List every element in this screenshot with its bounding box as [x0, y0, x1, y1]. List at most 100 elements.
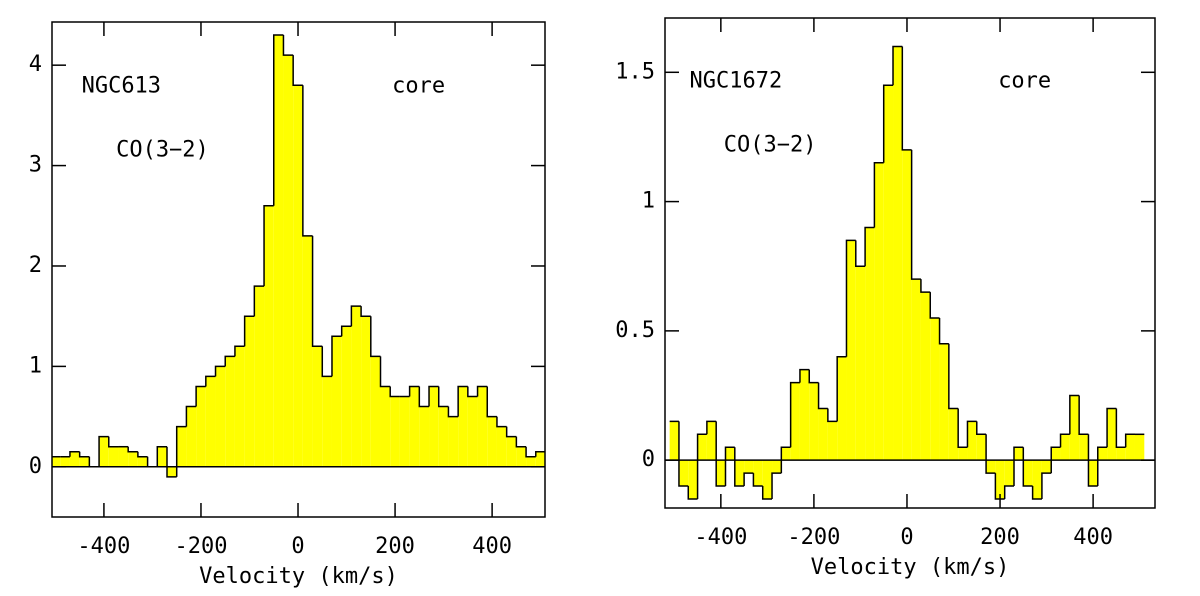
- bar: [487, 416, 497, 467]
- step-outline: [1097, 446, 1108, 487]
- bar: [477, 386, 488, 467]
- bar: [827, 421, 838, 461]
- step-outline: [1069, 394, 1080, 435]
- step-outline: [687, 486, 698, 500]
- step-outline: [156, 445, 168, 467]
- bar: [1023, 460, 1033, 487]
- bar: [818, 408, 828, 461]
- x-tick-label: 200: [375, 534, 415, 559]
- bar: [939, 343, 949, 461]
- bar: [399, 396, 410, 467]
- step-outline: [166, 446, 177, 478]
- x-tick-label: -200: [787, 525, 840, 550]
- step-outline: [78, 451, 90, 458]
- step-outline: [966, 420, 977, 448]
- step-outline: [224, 355, 235, 367]
- step-outline: [137, 451, 148, 458]
- step-outline: [976, 421, 987, 436]
- annotation: NGC613: [82, 73, 161, 98]
- step-outline: [1124, 433, 1135, 448]
- bar: [1134, 434, 1145, 461]
- x-tick-label: -400: [77, 534, 130, 559]
- x-tick-label: 400: [1073, 525, 1113, 550]
- bar: [790, 382, 800, 461]
- bar: [380, 386, 391, 467]
- step-outline: [127, 446, 138, 453]
- step-outline: [678, 421, 689, 487]
- step-outline: [920, 279, 931, 293]
- bar: [669, 421, 679, 461]
- bar: [79, 456, 90, 467]
- step-outline: [273, 34, 284, 206]
- bar: [1125, 434, 1135, 461]
- step-outline: [331, 335, 342, 377]
- step-outline: [185, 405, 197, 427]
- bar: [948, 408, 959, 461]
- bar: [467, 396, 478, 467]
- bar: [234, 346, 245, 467]
- step-outline: [234, 345, 245, 357]
- step-outline: [253, 285, 265, 317]
- step-outline: [1078, 395, 1089, 436]
- x-tick-label: 0: [291, 534, 304, 559]
- step-outline: [428, 385, 439, 407]
- bar: [254, 286, 265, 467]
- step-outline: [715, 421, 726, 487]
- bar: [967, 421, 977, 461]
- bar: [205, 376, 216, 467]
- annotation: core: [392, 73, 445, 98]
- step-outline: [799, 368, 810, 383]
- step-outline: [69, 450, 80, 457]
- step-outline: [243, 315, 255, 347]
- bar: [370, 356, 381, 467]
- x-tick-label: 200: [980, 525, 1020, 550]
- bar: [874, 162, 884, 461]
- step-outline: [882, 84, 894, 163]
- step-outline: [817, 382, 828, 410]
- step-outline: [1050, 446, 1061, 474]
- bar: [390, 396, 400, 467]
- bar: [958, 447, 968, 461]
- y-tick-label: 0: [29, 454, 42, 479]
- step-outline: [1059, 433, 1070, 448]
- annotation: NGC1672: [690, 69, 783, 94]
- bar: [1004, 460, 1015, 487]
- step-outline: [476, 385, 488, 397]
- bar: [883, 85, 894, 461]
- bar: [215, 366, 226, 467]
- step-outline: [957, 408, 968, 448]
- y-tick-label: 3: [29, 153, 42, 178]
- y-tick-label: 1: [29, 353, 42, 378]
- y-tick-label: 2: [29, 253, 42, 278]
- bar: [697, 434, 707, 461]
- bar: [799, 369, 810, 461]
- step-outline: [195, 385, 206, 407]
- step-outline: [205, 375, 216, 387]
- bar: [716, 460, 726, 487]
- step-outline: [467, 386, 478, 398]
- step-outline: [525, 446, 536, 458]
- step-outline: [706, 420, 717, 435]
- step-outline: [994, 473, 1005, 500]
- step-outline: [901, 46, 912, 151]
- bar: [1088, 460, 1098, 487]
- bar: [744, 460, 754, 474]
- bar: [1079, 434, 1089, 461]
- step-outline: [938, 317, 949, 345]
- step-outline: [948, 343, 959, 410]
- bar: [734, 460, 745, 487]
- bar: [448, 416, 459, 467]
- bar: [60, 456, 70, 467]
- step-outline: [505, 426, 517, 438]
- bar: [137, 456, 148, 467]
- step-outline: [175, 425, 187, 477]
- bar: [762, 460, 773, 499]
- bar: [846, 240, 856, 461]
- step-outline: [929, 292, 940, 319]
- step-outline: [292, 55, 303, 87]
- step-outline: [379, 356, 391, 388]
- y-tick-label: 0.5: [615, 318, 655, 343]
- step-outline: [370, 316, 381, 358]
- annotation: CO(3−2): [724, 132, 817, 157]
- annotation: CO(3−2): [116, 138, 209, 163]
